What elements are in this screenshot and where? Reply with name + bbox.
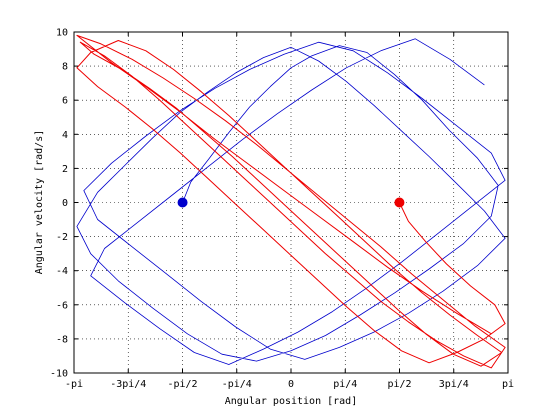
x-tick-label: pi [502,379,514,390]
y-tick-label: 8 [62,62,68,73]
x-axis-label: Angular position [rad] [225,396,357,407]
x-tick-label: -pi/4 [222,379,252,390]
series-layer [76,34,506,369]
x-tick-labels: -pi -3pi/4 -pi/2 -pi/4 0 pi/4 pi/2 3pi/4 pi [65,379,514,390]
x-tick-label: -3pi/4 [110,379,146,390]
y-tick-label: 10 [56,28,68,39]
series-line-2 [76,34,506,369]
x-tick-label: -pi [65,379,83,390]
y-tick-label: -6 [56,300,68,311]
y-tick-label: -4 [56,266,68,277]
x-tick-label: pi/4 [333,379,357,390]
y-tick-label: -2 [56,232,68,243]
x-tick-label: 0 [288,379,294,390]
series-line-1 [76,38,506,365]
y-axis-label: Angular velocity [rad/s] [34,130,45,275]
axis-ticks [73,31,509,374]
series-marker-1 [177,197,188,208]
series-marker-2 [394,197,405,208]
series-clip-group [76,34,506,369]
y-tick-label: -8 [56,334,68,345]
grid-lines [74,32,508,373]
x-tick-label: 3pi/4 [439,379,469,390]
x-tick-label: -pi/2 [167,379,197,390]
x-tick-label: pi/2 [387,379,411,390]
y-tick-label: -10 [50,369,68,380]
y-tick-label: 6 [62,96,68,107]
y-tick-label: 2 [62,164,68,175]
y-tick-labels: -10 -8 -6 -4 -2 0 2 4 6 8 10 [50,28,68,380]
y-tick-label: 4 [62,130,68,141]
y-tick-label: 0 [62,198,68,209]
